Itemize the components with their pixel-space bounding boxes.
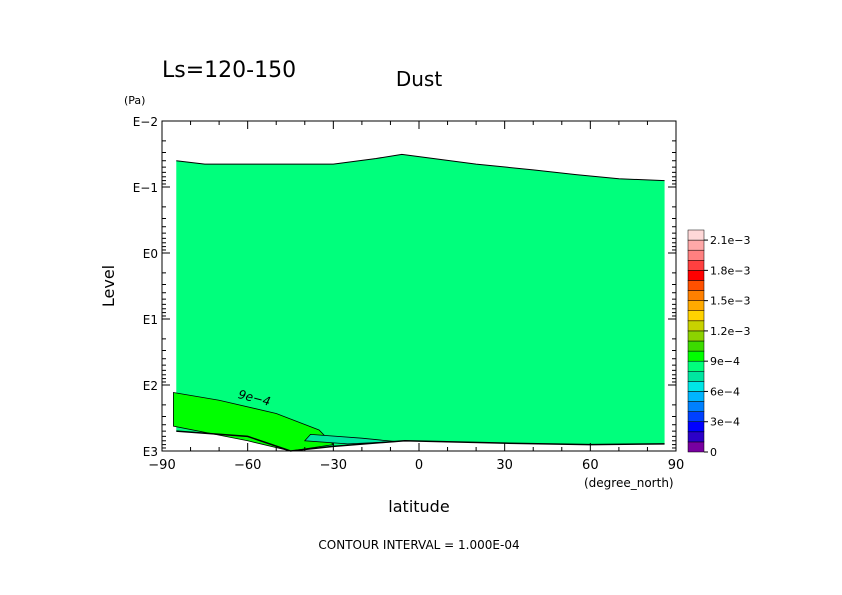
x-axis: −90 −60 −30 0 30 60 90	[148, 121, 684, 473]
y-unit-label: (Pa)	[124, 94, 145, 107]
y-axis: E−2 E−1 E0 E1 E2 E3	[133, 115, 676, 459]
colorbar-swatch	[687, 350, 705, 362]
x-tick-label: 90	[668, 458, 685, 473]
colorbar-swatch	[687, 270, 705, 281]
field-fill	[176, 154, 665, 451]
y-axis-label: Level	[99, 265, 118, 307]
colorbar-label: 1.8e−3	[710, 264, 750, 277]
y-tick-label: E1	[143, 313, 158, 327]
colorbar-swatch	[687, 360, 705, 372]
x-tick-label: −60	[234, 458, 261, 473]
y-tick-label: E2	[143, 379, 158, 393]
x-unit-label: (degree_north)	[584, 476, 674, 490]
colorbar: 0 3e−4 6e−4 9e−4 1.2e−3 1.5e−3 1.8e−3 2.1e−3	[687, 229, 750, 459]
colorbar-swatch	[687, 239, 705, 251]
colorbar-swatch	[687, 300, 705, 311]
field-bottom-edge	[176, 430, 665, 452]
x-tick-label: 60	[582, 458, 599, 473]
colorbar-swatch	[687, 320, 705, 332]
y-tick-label: E−2	[133, 115, 158, 129]
colorbar-label: 3e−4	[710, 416, 740, 429]
colorbar-swatch	[687, 340, 705, 352]
x-tick-label: −90	[148, 458, 175, 473]
colorbar-swatch	[687, 441, 705, 453]
contour-interval-note: CONTOUR INTERVAL = 1.000E-04	[318, 538, 519, 552]
colorbar-swatch	[687, 371, 705, 382]
contour-field: 9e−4	[173, 153, 665, 452]
x-tick-label: 30	[496, 458, 513, 473]
colorbar-swatch	[687, 260, 705, 271]
period-label: Ls=120-150	[162, 58, 296, 83]
y-tick-label: E−1	[133, 181, 158, 195]
colorbar-label: 9e−4	[710, 355, 740, 368]
colorbar-swatch	[687, 401, 705, 412]
x-tick-label: −30	[320, 458, 347, 473]
x-axis-label: latitude	[388, 497, 449, 516]
colorbar-swatch	[687, 229, 705, 241]
colorbar-label: 1.5e−3	[710, 295, 750, 308]
colorbar-swatch	[687, 431, 705, 443]
colorbar-label: 1.2e−3	[710, 325, 750, 338]
colorbar-label: 0	[710, 446, 717, 459]
colorbar-label: 6e−4	[710, 385, 740, 398]
colorbar-swatch	[687, 411, 705, 422]
colorbar-label: 2.1e−3	[710, 234, 750, 247]
y-tick-label: E0	[143, 247, 158, 261]
x-tick-label: 0	[415, 458, 423, 473]
colorbar-swatch	[687, 381, 705, 392]
chart-title: Dust	[396, 67, 442, 91]
field-top-edge	[176, 153, 665, 182]
colorbar-swatch	[687, 391, 705, 402]
colorbar-swatch	[687, 290, 705, 301]
colorbar-swatch	[687, 249, 705, 261]
colorbar-swatch	[687, 280, 705, 291]
y-tick-label: E3	[143, 445, 158, 459]
colorbar-swatch	[687, 310, 705, 322]
colorbar-swatch	[687, 421, 705, 433]
colorbar-swatch	[687, 330, 705, 342]
